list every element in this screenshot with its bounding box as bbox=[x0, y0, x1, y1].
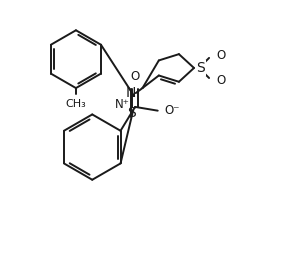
Text: CH₃: CH₃ bbox=[66, 99, 86, 109]
Text: O⁻: O⁻ bbox=[165, 104, 180, 117]
Text: N⁺: N⁺ bbox=[115, 98, 130, 111]
Text: O: O bbox=[216, 49, 225, 62]
Text: N: N bbox=[126, 86, 137, 100]
Text: O: O bbox=[131, 70, 140, 83]
Text: S: S bbox=[127, 106, 136, 120]
Text: O: O bbox=[216, 74, 225, 87]
Text: S: S bbox=[197, 61, 205, 75]
